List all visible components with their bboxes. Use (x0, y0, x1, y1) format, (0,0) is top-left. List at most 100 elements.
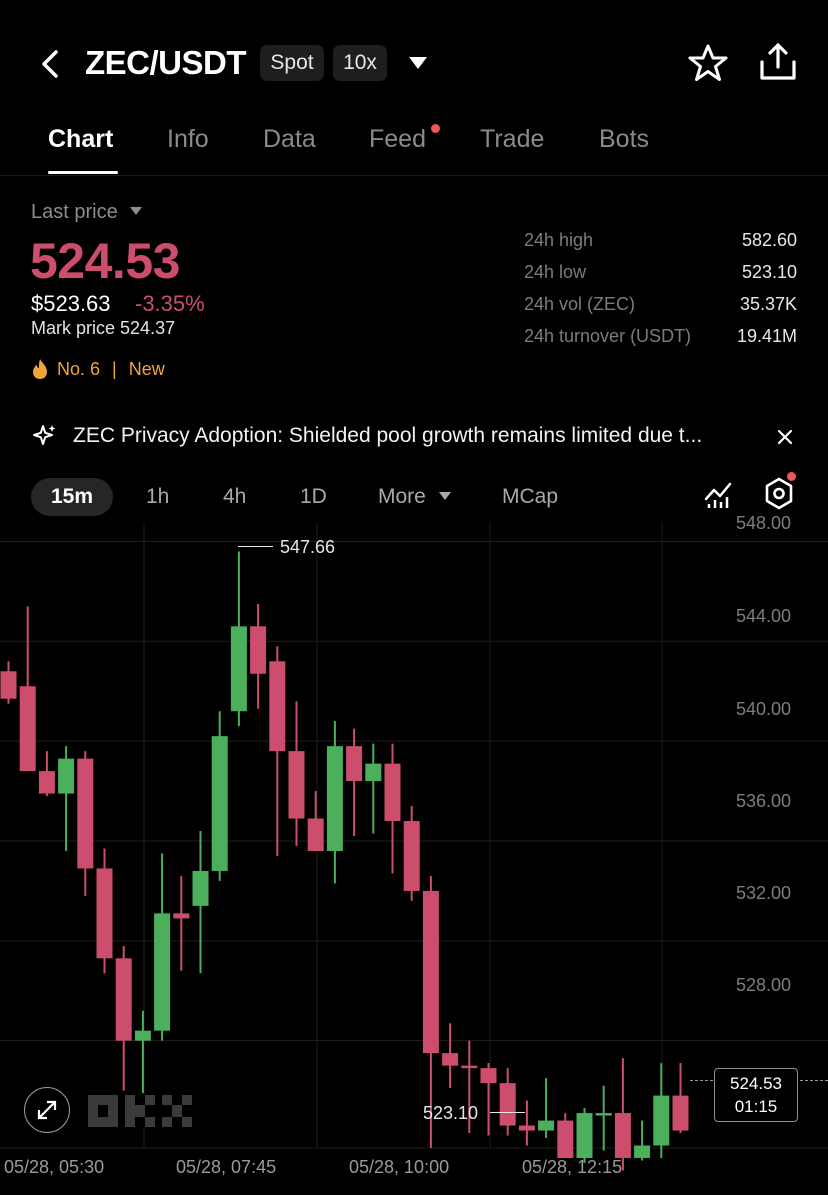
timeframe-1d[interactable]: 1D (300, 485, 327, 508)
active-tab-indicator (48, 171, 118, 174)
more-caret-icon (438, 492, 451, 500)
low-marker-label: 523.10 (423, 1103, 479, 1123)
candle-body (614, 1113, 631, 1158)
x-tick-label: 05/28, 05:30 (4, 1157, 105, 1177)
pair-title[interactable]: ZEC/USDT (85, 44, 247, 81)
candle-body (326, 746, 343, 851)
tab-data[interactable]: Data (263, 125, 316, 153)
timeframe-1h[interactable]: 1h (146, 485, 170, 508)
candle-body (115, 958, 132, 1041)
share-icon[interactable] (758, 42, 798, 82)
candle-body (211, 736, 228, 871)
feed-notification-dot (431, 124, 440, 133)
tab-feed[interactable]: Feed (369, 125, 426, 153)
last-price-value: 524.53 (30, 233, 180, 289)
star-favorite-icon[interactable] (688, 43, 728, 83)
y-tick-label: 532.00 (736, 883, 792, 903)
candle-body (634, 1145, 651, 1158)
candle-body (442, 1053, 459, 1066)
timeframe-more[interactable]: More (378, 478, 452, 516)
candle-body (230, 626, 247, 712)
close-icon[interactable] (776, 428, 794, 446)
candle-body (538, 1120, 555, 1131)
candle-body (653, 1095, 670, 1146)
candle-body (38, 771, 55, 794)
stat-24h-high-label: 24h high (524, 230, 594, 250)
candle-body (173, 913, 190, 919)
candle-body (77, 758, 94, 869)
rank-badge[interactable]: No. 6 | New (31, 358, 165, 380)
y-tick-label: 536.00 (736, 791, 792, 811)
spot-badge: Spot (260, 45, 324, 81)
high-marker-label: 547.66 (280, 537, 336, 557)
tab-chart[interactable]: Chart (48, 125, 114, 153)
indicators-icon[interactable] (703, 478, 735, 510)
tabs-divider (0, 175, 828, 176)
candle-body (422, 890, 439, 1054)
price-change: -3.35% (135, 291, 205, 316)
last-price-tag: 524.53 01:15 (714, 1068, 798, 1122)
dropdown-caret-icon[interactable] (407, 55, 429, 71)
y-tick-label: 544.00 (736, 606, 792, 626)
usd-price: $523.63 (31, 291, 111, 316)
candle-body (154, 913, 171, 1031)
okx-watermark-logo (88, 1095, 192, 1127)
low-marker-line (490, 1112, 525, 1113)
stat-24h-low-label: 24h low (524, 262, 587, 282)
high-marker-line (238, 546, 273, 547)
y-tick-label: 528.00 (736, 975, 792, 995)
candle-body (96, 868, 113, 959)
candle-body (307, 818, 324, 851)
candle-body (499, 1083, 516, 1126)
tab-trade[interactable]: Trade (480, 125, 545, 153)
stat-24h-turnover-value: 19.41M (736, 326, 797, 346)
mark-price: Mark price 524.37 (31, 318, 176, 338)
candle-body (557, 1120, 574, 1158)
candle-countdown: 01:15 (734, 1097, 778, 1116)
candle-body (595, 1113, 612, 1116)
timeframe-4h[interactable]: 4h (223, 485, 247, 508)
x-tick-label: 05/28, 10:00 (349, 1157, 450, 1177)
x-tick-label: 05/28, 07:45 (176, 1157, 277, 1177)
settings-notification-dot (787, 472, 796, 481)
y-tick-label: 540.00 (736, 699, 792, 719)
chart-settings-icon[interactable] (762, 476, 796, 512)
candle-body (250, 626, 267, 674)
candle-body (19, 686, 36, 772)
candle-body (0, 671, 17, 699)
last-price-caret-icon (130, 207, 143, 215)
candle-body (518, 1125, 535, 1131)
last-price-label[interactable]: Last price (31, 201, 143, 224)
stat-24h-vol-label: 24h vol (ZEC) (524, 294, 636, 314)
candle-body (403, 821, 420, 891)
sparkle-ai-icon (33, 425, 56, 445)
tab-bots[interactable]: Bots (599, 125, 650, 153)
candle-body (192, 870, 209, 906)
candle-body (384, 763, 401, 822)
timeframe-15m[interactable]: 15m (31, 478, 113, 516)
x-tick-label: 05/28, 12:15 (522, 1157, 623, 1177)
candle-body (461, 1065, 478, 1069)
candle-body (346, 746, 363, 782)
stat-24h-turnover-label: 24h turnover (USDT) (524, 326, 692, 346)
candle-body (269, 661, 286, 752)
candlestick-chart[interactable] (0, 522, 828, 1195)
stat-24h-high-value: 582.60 (741, 230, 797, 250)
last-price-tag-value: 524.53 (730, 1074, 782, 1093)
fullscreen-button[interactable] (24, 1087, 70, 1133)
candle-body (480, 1068, 497, 1084)
back-arrow-icon[interactable] (38, 48, 64, 80)
tab-info[interactable]: Info (167, 125, 209, 153)
candle-body (288, 751, 305, 819)
news-ticker-text[interactable]: ZEC Privacy Adoption: Shielded pool grow… (73, 424, 703, 447)
y-tick-label: 548.00 (736, 513, 792, 533)
expand-icon (37, 1100, 57, 1120)
leverage-badge: 10x (333, 45, 387, 81)
stat-24h-vol-value: 35.37K (739, 294, 797, 314)
flame-icon (33, 359, 47, 379)
timeframe-mcap[interactable]: MCap (502, 485, 559, 508)
candle-body (576, 1113, 593, 1158)
candle-body (58, 758, 75, 794)
candle-body (134, 1030, 151, 1041)
candle-body (672, 1095, 689, 1131)
